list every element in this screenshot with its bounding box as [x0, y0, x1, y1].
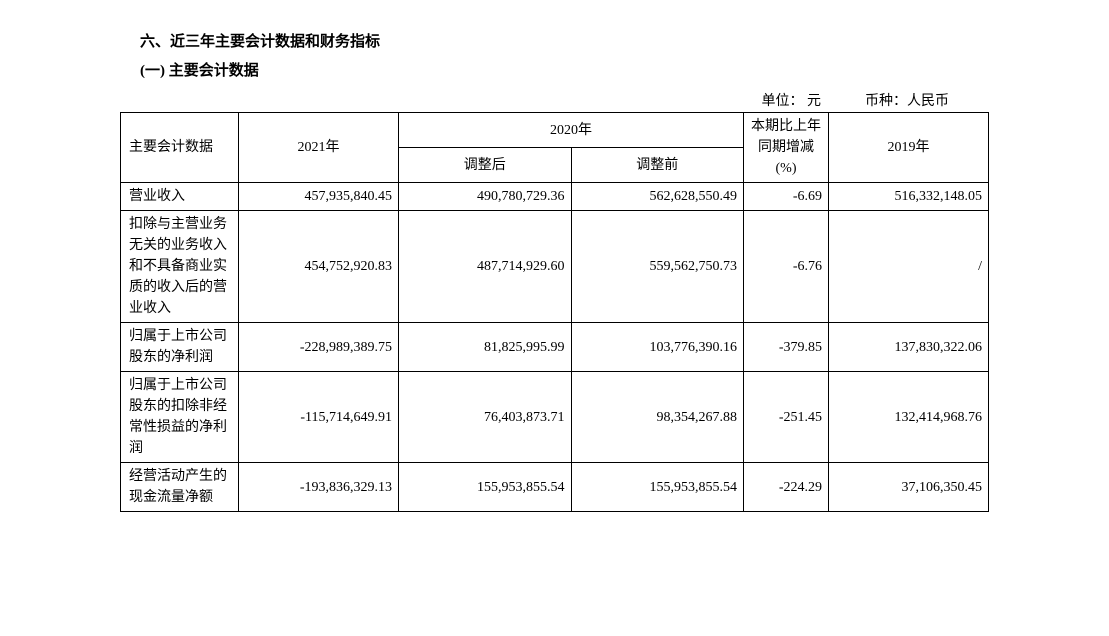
table-row: 扣除与主营业务无关的业务收入和不具备商业实质的收入后的营业收入 454,752,… — [121, 211, 989, 323]
cell-change: -224.29 — [744, 463, 829, 512]
cell-2019: 37,106,350.45 — [829, 463, 989, 512]
cell-adj-after: 487,714,929.60 — [399, 211, 572, 323]
header-change: 本期比上年同期增减(%) — [744, 113, 829, 183]
table-header-row-1: 主要会计数据 2021年 2020年 本期比上年同期增减(%) 2019年 — [121, 113, 989, 148]
header-2019: 2019年 — [829, 113, 989, 183]
currency-label: 币种：人民币 — [865, 94, 949, 109]
cell-2019: 137,830,322.06 — [829, 323, 989, 372]
cell-2021: 457,935,840.45 — [239, 183, 399, 211]
section-heading: 六、近三年主要会计数据和财务指标 — [140, 30, 989, 51]
row-label: 归属于上市公司股东的净利润 — [121, 323, 239, 372]
cell-2019: 516,332,148.05 — [829, 183, 989, 211]
cell-2021: -193,836,329.13 — [239, 463, 399, 512]
cell-adj-after: 490,780,729.36 — [399, 183, 572, 211]
cell-adj-before: 103,776,390.16 — [571, 323, 744, 372]
table-row: 经营活动产生的现金流量净额 -193,836,329.13 155,953,85… — [121, 463, 989, 512]
row-label: 经营活动产生的现金流量净额 — [121, 463, 239, 512]
cell-adj-before: 562,628,550.49 — [571, 183, 744, 211]
cell-adj-before: 559,562,750.73 — [571, 211, 744, 323]
header-main-label: 主要会计数据 — [121, 113, 239, 183]
cell-change: -6.76 — [744, 211, 829, 323]
cell-2019: 132,414,968.76 — [829, 372, 989, 463]
header-adj-before: 调整前 — [571, 148, 744, 183]
cell-adj-after: 76,403,873.71 — [399, 372, 572, 463]
cell-2021: -228,989,389.75 — [239, 323, 399, 372]
cell-2021: -115,714,649.91 — [239, 372, 399, 463]
table-row: 归属于上市公司股东的扣除非经常性损益的净利润 -115,714,649.91 7… — [121, 372, 989, 463]
cell-adj-before: 155,953,855.54 — [571, 463, 744, 512]
cell-adj-before: 98,354,267.88 — [571, 372, 744, 463]
unit-label: 单位： 元 — [762, 94, 822, 109]
financial-data-table: 主要会计数据 2021年 2020年 本期比上年同期增减(%) 2019年 调整… — [120, 112, 989, 512]
header-2020: 2020年 — [399, 113, 744, 148]
table-row: 营业收入 457,935,840.45 490,780,729.36 562,6… — [121, 183, 989, 211]
row-label: 扣除与主营业务无关的业务收入和不具备商业实质的收入后的营业收入 — [121, 211, 239, 323]
cell-adj-after: 81,825,995.99 — [399, 323, 572, 372]
header-adj-after: 调整后 — [399, 148, 572, 183]
cell-change: -379.85 — [744, 323, 829, 372]
cell-change: -6.69 — [744, 183, 829, 211]
unit-currency-line: 单位： 元 币种：人民币 — [120, 90, 989, 110]
cell-change: -251.45 — [744, 372, 829, 463]
table-row: 归属于上市公司股东的净利润 -228,989,389.75 81,825,995… — [121, 323, 989, 372]
subsection-heading: (一) 主要会计数据 — [140, 59, 989, 80]
cell-2019: / — [829, 211, 989, 323]
cell-adj-after: 155,953,855.54 — [399, 463, 572, 512]
row-label: 营业收入 — [121, 183, 239, 211]
header-2021: 2021年 — [239, 113, 399, 183]
cell-2021: 454,752,920.83 — [239, 211, 399, 323]
row-label: 归属于上市公司股东的扣除非经常性损益的净利润 — [121, 372, 239, 463]
